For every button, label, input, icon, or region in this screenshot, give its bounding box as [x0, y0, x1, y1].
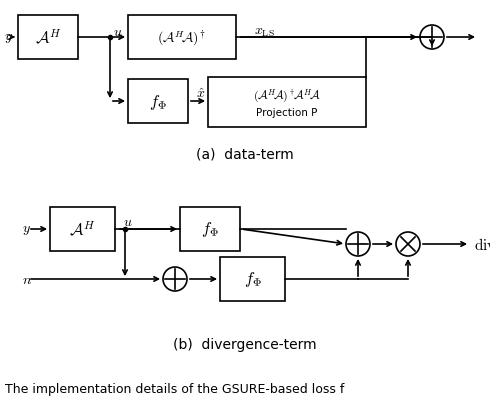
Bar: [220, 257, 285, 301]
Bar: [18, 16, 78, 60]
Text: $u$: $u$: [113, 25, 123, 39]
Text: $u$: $u$: [123, 215, 133, 229]
Text: $\mathcal{A}^H$: $\mathcal{A}^H$: [35, 28, 61, 47]
Bar: [128, 16, 236, 60]
Circle shape: [396, 233, 420, 256]
Bar: [208, 78, 366, 128]
Bar: [128, 80, 188, 124]
Text: $\hat{x}$: $\hat{x}$: [196, 87, 205, 101]
Text: $\mathcal{A}^H$: $\mathcal{A}^H$: [69, 220, 96, 239]
Text: $\mathrm{div}$: $\mathrm{div}$: [474, 237, 490, 252]
Text: $f_\Phi$: $f_\Phi$: [149, 92, 167, 111]
Text: The implementation details of the GSURE-based loss f: The implementation details of the GSURE-…: [5, 383, 344, 395]
Circle shape: [346, 233, 370, 256]
Circle shape: [163, 267, 187, 291]
Circle shape: [420, 26, 444, 50]
Text: $-$: $-$: [358, 235, 367, 245]
Text: $f_\Phi$: $f_\Phi$: [244, 270, 262, 289]
Text: $(\mathcal{A}^H\!\mathcal{A})^\dagger$: $(\mathcal{A}^H\!\mathcal{A})^\dagger$: [157, 28, 207, 47]
Text: (a)  data-term: (a) data-term: [196, 148, 294, 162]
Text: $y$: $y$: [22, 223, 31, 237]
Bar: [180, 207, 240, 251]
Text: $n$: $n$: [22, 272, 32, 286]
Text: $(\mathcal{A}^H\!\mathcal{A})^\dagger\!\mathcal{A}^H\!\mathcal{A}$: $(\mathcal{A}^H\!\mathcal{A})^\dagger\!\…: [253, 87, 321, 104]
Bar: [50, 207, 115, 251]
Text: (b)  divergence-term: (b) divergence-term: [173, 337, 317, 351]
Text: Projection P: Projection P: [256, 108, 318, 118]
Text: $y$: $y$: [4, 31, 13, 45]
Text: $f_\Phi$: $f_\Phi$: [201, 220, 219, 239]
Text: $x_{\rm LS}$: $x_{\rm LS}$: [254, 25, 275, 39]
